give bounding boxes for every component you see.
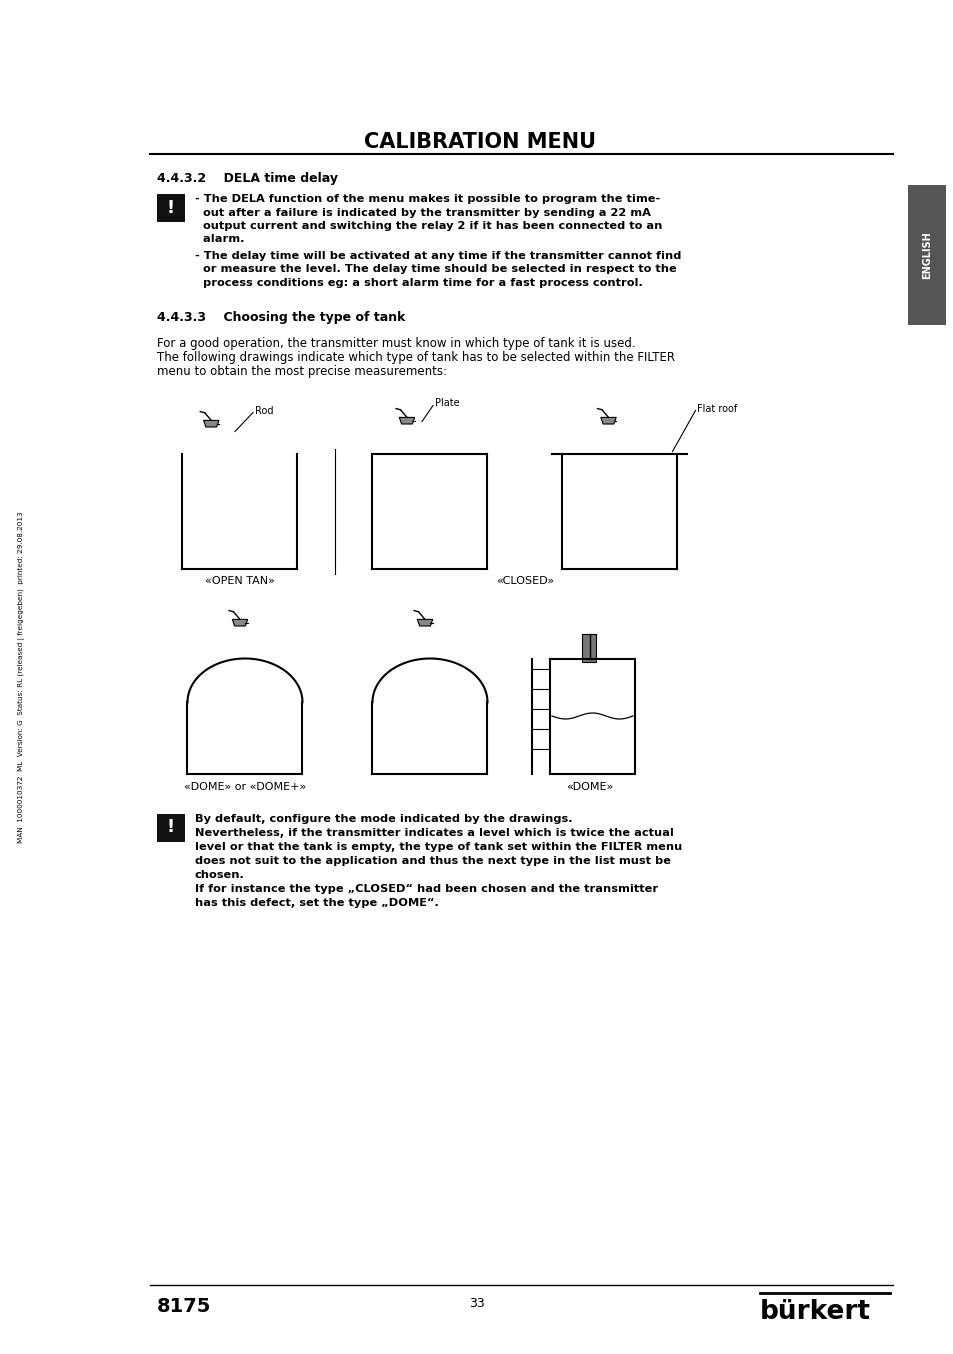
Text: !: ! — [167, 199, 175, 217]
Text: - The DELA function of the menu makes it possible to program the time-: - The DELA function of the menu makes it… — [194, 194, 659, 204]
Text: CALIBRATION MENU: CALIBRATION MENU — [364, 131, 596, 152]
Text: Flat roof: Flat roof — [697, 403, 737, 413]
Bar — [581, 634, 596, 662]
Text: «DOME» or «DOME+»: «DOME» or «DOME+» — [184, 781, 306, 792]
Text: has this defect, set the type „DOME“.: has this defect, set the type „DOME“. — [194, 898, 438, 907]
Text: does not suit to the application and thus the next type in the list must be: does not suit to the application and thu… — [194, 856, 670, 865]
Text: output current and switching the relay 2 if it has been connected to an: output current and switching the relay 2… — [194, 221, 661, 232]
Text: Nevertheless, if the transmitter indicates a level which is twice the actual: Nevertheless, if the transmitter indicat… — [194, 827, 673, 838]
Bar — [157, 814, 185, 841]
Text: chosen.: chosen. — [194, 869, 245, 880]
Bar — [907, 185, 945, 325]
Polygon shape — [416, 619, 433, 626]
Text: process conditions eg: a short alarm time for a fast process control.: process conditions eg: a short alarm tim… — [194, 278, 642, 288]
Text: - The delay time will be activated at any time if the transmitter cannot find: - The delay time will be activated at an… — [194, 250, 680, 261]
Text: !: ! — [167, 819, 175, 837]
Text: out after a failure is indicated by the transmitter by sending a 22 mA: out after a failure is indicated by the … — [194, 207, 650, 218]
Text: alarm.: alarm. — [194, 234, 244, 245]
Text: Rod: Rod — [254, 405, 274, 416]
Text: or measure the level. The delay time should be selected in respect to the: or measure the level. The delay time sho… — [194, 264, 676, 275]
Text: 4.4.3.3    Choosing the type of tank: 4.4.3.3 Choosing the type of tank — [157, 311, 405, 325]
Text: MAN  1000010372  ML  Version: G  Status: RL (released | freigegeben)  printed: 2: MAN 1000010372 ML Version: G Status: RL … — [18, 512, 26, 842]
Text: The following drawings indicate which type of tank has to be selected within the: The following drawings indicate which ty… — [157, 351, 675, 363]
Text: Plate: Plate — [435, 398, 459, 409]
Text: «DOME»: «DOME» — [566, 781, 613, 792]
Polygon shape — [203, 420, 219, 427]
Polygon shape — [399, 417, 415, 424]
Text: By default, configure the mode indicated by the drawings.: By default, configure the mode indicated… — [194, 814, 572, 823]
Text: bürkert: bürkert — [760, 1298, 870, 1326]
Bar — [157, 194, 185, 222]
Text: «CLOSED»: «CLOSED» — [496, 577, 554, 586]
Text: If for instance the type „CLOSED“ had been chosen and the transmitter: If for instance the type „CLOSED“ had be… — [194, 884, 658, 894]
Text: level or that the tank is empty, the type of tank set within the FILTER menu: level or that the tank is empty, the typ… — [194, 841, 681, 852]
Text: «OPEN TAN»: «OPEN TAN» — [205, 577, 274, 586]
Polygon shape — [600, 417, 616, 424]
Text: ENGLISH: ENGLISH — [921, 232, 931, 279]
Text: For a good operation, the transmitter must know in which type of tank it is used: For a good operation, the transmitter mu… — [157, 337, 635, 349]
Polygon shape — [233, 619, 248, 626]
Text: 4.4.3.2    DELA time delay: 4.4.3.2 DELA time delay — [157, 172, 337, 185]
Text: menu to obtain the most precise measurements:: menu to obtain the most precise measurem… — [157, 364, 447, 378]
Text: 33: 33 — [469, 1297, 484, 1311]
Text: 8175: 8175 — [157, 1297, 212, 1316]
